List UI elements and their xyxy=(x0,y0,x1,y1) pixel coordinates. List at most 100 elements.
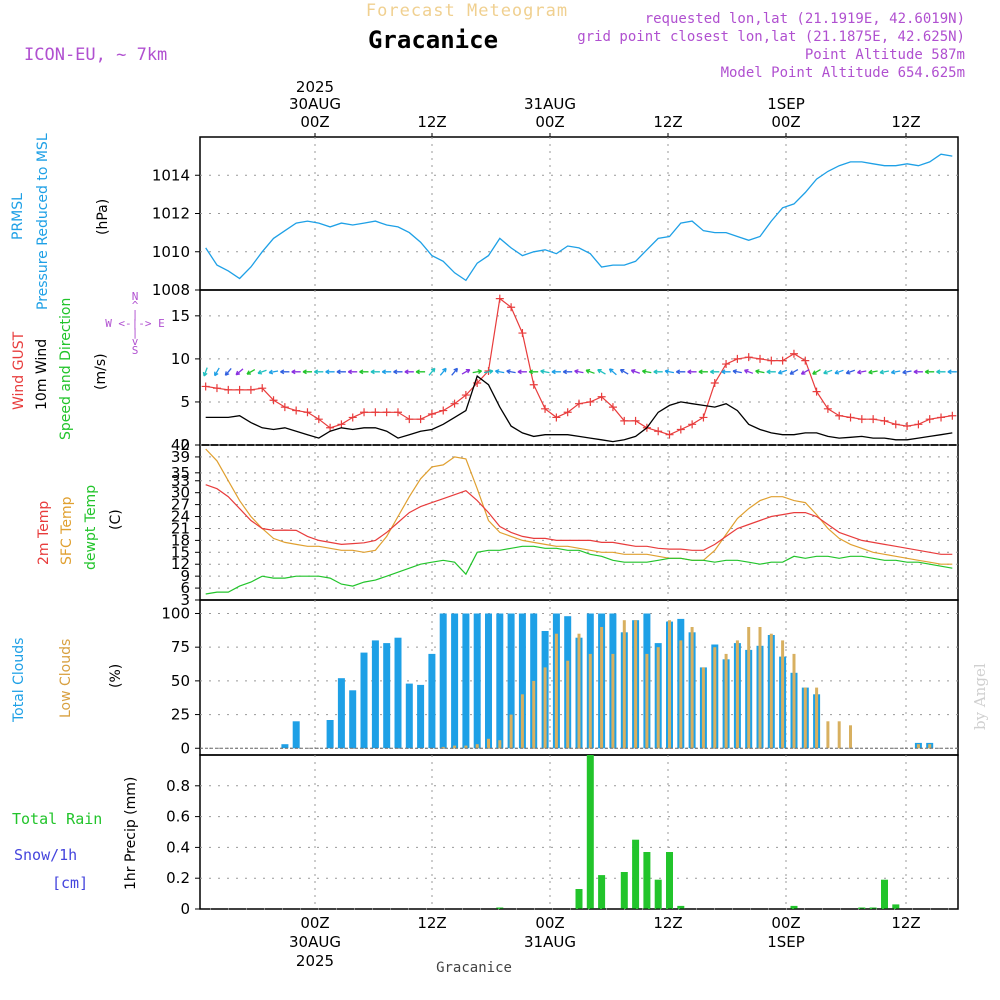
low-cloud-bar xyxy=(645,653,649,749)
y-tick-label: 0 xyxy=(180,900,190,918)
gust-marker xyxy=(903,422,912,431)
rain-bar xyxy=(586,755,594,909)
location-title: Gracanice xyxy=(368,26,498,54)
total-cloud-bar xyxy=(292,721,300,749)
gust-marker xyxy=(767,356,776,365)
wind-direction-arrow xyxy=(313,369,324,375)
total-cloud-bar xyxy=(439,613,447,749)
top-axis-label: 2025 xyxy=(296,78,334,96)
wind-direction-arrow xyxy=(608,368,617,376)
gust-marker xyxy=(891,420,900,429)
wind-direction-arrow xyxy=(755,369,765,375)
bottom-axis-label: 12Z xyxy=(653,914,682,932)
direction-label: Speed and Direction xyxy=(58,298,74,440)
y-tick-label: 0.6 xyxy=(166,808,190,826)
credit-watermark: by Angel xyxy=(971,663,989,730)
gust-marker xyxy=(235,385,244,394)
compass-line: ^ xyxy=(132,299,139,312)
snow-unit-label: [cm] xyxy=(52,874,88,892)
wind-direction-arrow xyxy=(280,369,290,375)
low-cloud-bar xyxy=(577,633,581,749)
rain-bar xyxy=(790,905,798,909)
wind-direction-arrow xyxy=(597,368,606,375)
y-tick-label: 9 xyxy=(180,567,190,585)
gust-marker xyxy=(360,408,369,417)
t2m-label: 2m Temp xyxy=(36,501,52,565)
total-cloud-bar xyxy=(281,744,289,749)
pressure-labels: PRMSL Pressure Reduced to MSL (hPa) xyxy=(10,133,111,310)
wind-direction-arrow xyxy=(439,367,447,376)
bottom-axis-label: 00Z xyxy=(535,914,564,932)
gust-marker xyxy=(733,354,742,363)
gust-marker xyxy=(586,397,595,406)
gust-marker xyxy=(710,379,719,387)
y-tick-label: 1008 xyxy=(152,281,190,299)
gridpoint-coords: grid point closest lon,lat (21.1875E, 42… xyxy=(577,29,965,45)
rain-bar xyxy=(654,879,662,909)
wind-direction-arrow xyxy=(698,369,708,375)
gust-marker xyxy=(314,415,323,424)
gust-marker xyxy=(835,411,844,420)
total-cloud-bar xyxy=(485,613,492,749)
wind-direction-arrow xyxy=(359,369,369,375)
low-cloud-bar xyxy=(668,620,671,749)
total-cloud-bar xyxy=(518,613,526,749)
sfc-label: SFC Temp xyxy=(59,496,75,565)
wind-direction-arrow xyxy=(562,369,573,375)
wind-direction-arrow xyxy=(856,369,867,375)
low-cloud-bar xyxy=(928,744,932,749)
wind-direction-arrow xyxy=(461,368,471,375)
gust-marker xyxy=(416,415,425,424)
wind-direction-arrow xyxy=(800,369,810,375)
wind-direction-arrow xyxy=(675,369,686,375)
wind-direction-arrow xyxy=(721,369,731,375)
panel-frame xyxy=(199,754,959,910)
y-tick-label: 15 xyxy=(171,307,190,325)
rain-label: Total Rain xyxy=(12,810,102,828)
gust-marker xyxy=(450,399,459,408)
compass-line: S xyxy=(132,344,139,357)
gust-marker xyxy=(597,392,606,401)
low-cloud-bar xyxy=(543,667,547,749)
rain-bar xyxy=(869,907,877,909)
gust-marker xyxy=(665,430,674,439)
wind-direction-arrow xyxy=(766,369,776,375)
total-cloud-bar xyxy=(360,652,368,749)
low-cloud-bar xyxy=(509,714,513,749)
low-cloud-bar xyxy=(735,640,739,749)
gust-marker xyxy=(507,303,516,312)
rain-bar xyxy=(881,879,888,909)
gust-marker xyxy=(688,420,697,429)
total-clouds-label: Total Clouds xyxy=(11,638,27,723)
wind-direction-arrow xyxy=(732,369,742,375)
low-cloud-bar xyxy=(622,620,626,749)
wind-direction-arrow xyxy=(517,369,527,375)
gust-marker xyxy=(654,427,663,436)
low-cloud-bar xyxy=(837,721,841,749)
wind-direction-arrow xyxy=(246,369,256,375)
y-tick-label: 12 xyxy=(171,555,190,573)
wind-direction-arrow xyxy=(687,369,697,375)
compass-line: N xyxy=(132,290,139,303)
wind-direction-arrow xyxy=(585,369,595,374)
y-tick-label: 6 xyxy=(180,579,190,597)
gust-marker xyxy=(258,384,267,393)
rain-bar xyxy=(643,852,651,909)
gust-marker xyxy=(371,408,380,417)
wind-direction-arrow xyxy=(574,369,584,375)
low-cloud-bar xyxy=(803,687,807,749)
y-tick-label: 15 xyxy=(171,543,190,561)
dewpoint-line xyxy=(205,545,953,595)
total-cloud-bar xyxy=(507,613,515,749)
total-cloud-bar xyxy=(371,640,379,749)
wind-direction-arrow xyxy=(947,369,957,375)
wind-direction-arrow xyxy=(868,369,878,375)
wind-direction-arrow xyxy=(336,369,346,375)
y-tick-label: 1012 xyxy=(152,205,190,223)
wind-direction-arrow xyxy=(823,369,833,375)
low-cloud-bar xyxy=(498,740,502,749)
wind-direction-arrow xyxy=(214,367,220,377)
t2m-line xyxy=(205,484,953,555)
